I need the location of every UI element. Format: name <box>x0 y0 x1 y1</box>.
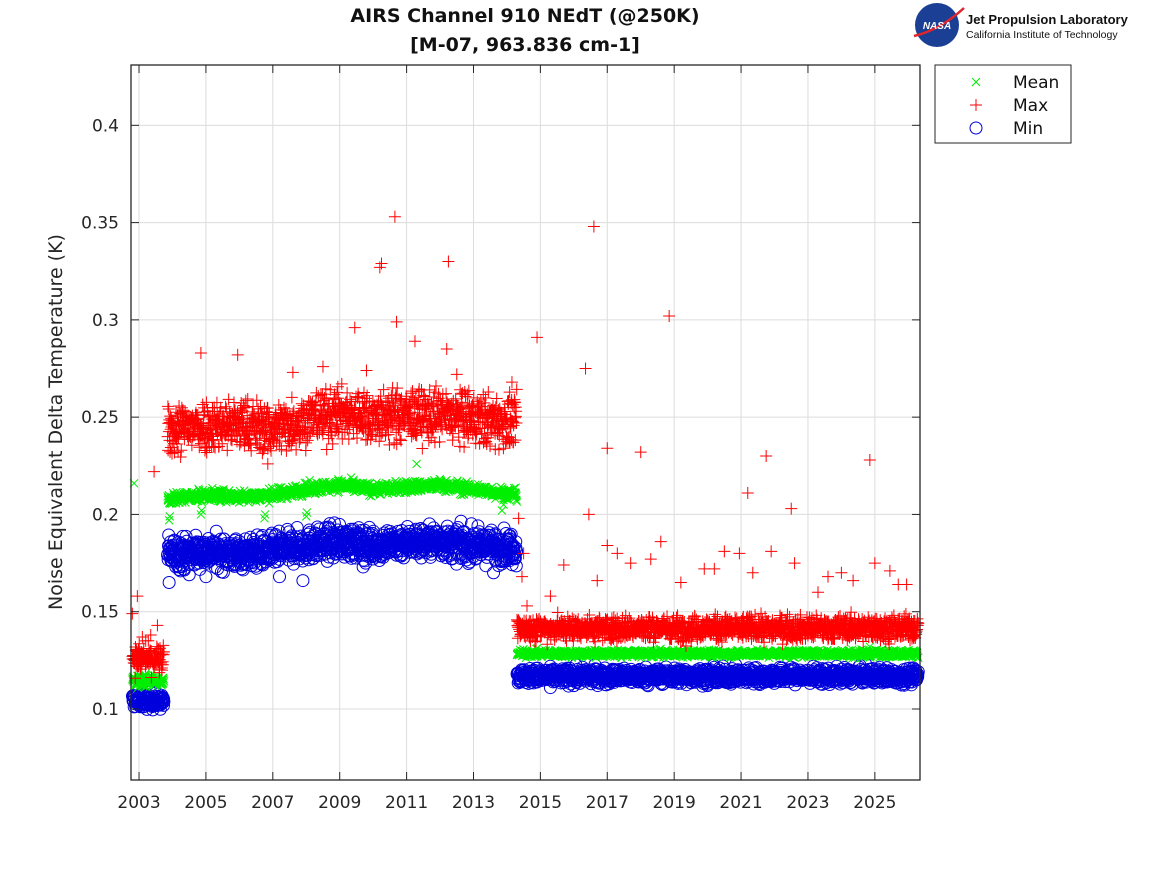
outlier-point <box>162 576 176 590</box>
data-point <box>454 514 468 528</box>
logo-title: Jet Propulsion Laboratory <box>966 12 1129 27</box>
data-point <box>323 517 337 531</box>
chart-title-line-2: [M-07, 963.836 cm-1] <box>410 34 640 56</box>
data-point <box>322 550 336 564</box>
series-min <box>125 514 925 717</box>
data-point <box>290 521 304 535</box>
data-point <box>469 551 483 565</box>
outlier-point <box>296 574 310 588</box>
series-mean <box>128 459 923 693</box>
nasa-badge-icon <box>915 3 959 47</box>
data-point <box>464 517 478 531</box>
data-point <box>508 551 522 565</box>
chart-title-line-1: AIRS Channel 910 NEdT (@250K) <box>350 5 699 27</box>
data-point <box>156 698 170 712</box>
logo-subtitle: California Institute of Technology <box>966 29 1118 41</box>
data-point <box>510 545 524 559</box>
data-point <box>157 695 171 709</box>
nasa-swoosh <box>913 7 965 38</box>
data-point <box>509 559 523 573</box>
data-point <box>509 535 523 549</box>
data-point <box>189 528 203 542</box>
outlier-point <box>273 570 287 584</box>
data-points <box>125 210 925 717</box>
jpl-logo: NASA Jet Propulsion Laboratory Californi… <box>913 3 1129 47</box>
data-point <box>216 565 230 579</box>
nasa-badge-text: NASA <box>923 21 951 32</box>
